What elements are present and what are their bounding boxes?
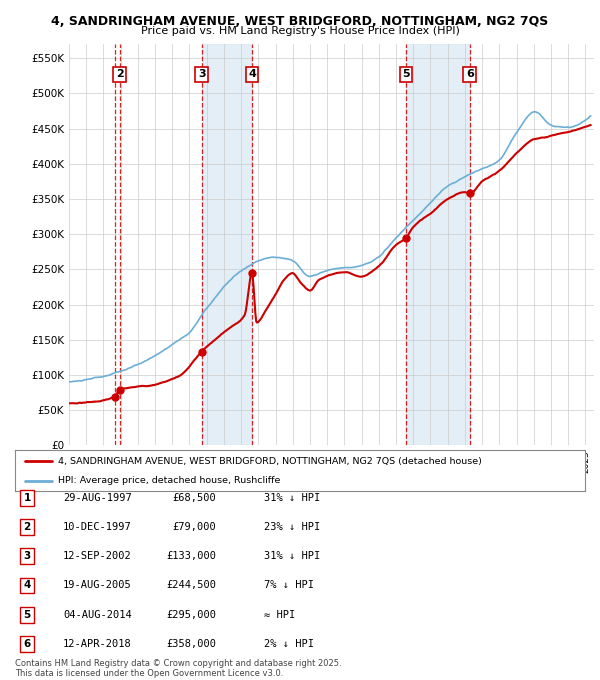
Text: 10-DEC-1997: 10-DEC-1997 [63,522,132,532]
Bar [202,44,252,445]
Text: 4, SANDRINGHAM AVENUE, WEST BRIDGFORD, NOTTINGHAM, NG2 7QS: 4, SANDRINGHAM AVENUE, WEST BRIDGFORD, N… [52,15,548,28]
Text: 7% ↓ HPI: 7% ↓ HPI [264,581,314,590]
Text: 04-AUG-2014: 04-AUG-2014 [63,610,132,619]
Text: 5: 5 [403,69,410,80]
Text: 4: 4 [248,69,256,80]
Text: 29-AUG-1997: 29-AUG-1997 [63,493,132,503]
Text: 2% ↓ HPI: 2% ↓ HPI [264,639,314,649]
Text: HPI: Average price, detached house, Rushcliffe: HPI: Average price, detached house, Rush… [58,476,280,486]
Text: Price paid vs. HM Land Registry's House Price Index (HPI): Price paid vs. HM Land Registry's House … [140,26,460,36]
Text: 12-APR-2018: 12-APR-2018 [63,639,132,649]
Text: 31% ↓ HPI: 31% ↓ HPI [264,493,320,503]
Text: £133,000: £133,000 [166,551,216,561]
Text: 31% ↓ HPI: 31% ↓ HPI [264,551,320,561]
Text: 23% ↓ HPI: 23% ↓ HPI [264,522,320,532]
Text: 12-SEP-2002: 12-SEP-2002 [63,551,132,561]
Bar [406,44,470,445]
Text: £295,000: £295,000 [166,610,216,619]
Text: 4, SANDRINGHAM AVENUE, WEST BRIDGFORD, NOTTINGHAM, NG2 7QS (detached house): 4, SANDRINGHAM AVENUE, WEST BRIDGFORD, N… [58,457,482,466]
Text: ≈ HPI: ≈ HPI [264,610,295,619]
Text: 2: 2 [116,69,124,80]
Text: 19-AUG-2005: 19-AUG-2005 [63,581,132,590]
Text: £68,500: £68,500 [172,493,216,503]
Text: 3: 3 [198,69,206,80]
Text: 3: 3 [23,551,31,561]
Text: 6: 6 [466,69,473,80]
Text: 1: 1 [23,493,31,503]
Text: 2: 2 [23,522,31,532]
Text: Contains HM Land Registry data © Crown copyright and database right 2025.
This d: Contains HM Land Registry data © Crown c… [15,658,341,678]
Text: £244,500: £244,500 [166,581,216,590]
Text: £358,000: £358,000 [166,639,216,649]
Text: 5: 5 [23,610,31,619]
Text: £79,000: £79,000 [172,522,216,532]
Text: 4: 4 [23,581,31,590]
Text: 6: 6 [23,639,31,649]
